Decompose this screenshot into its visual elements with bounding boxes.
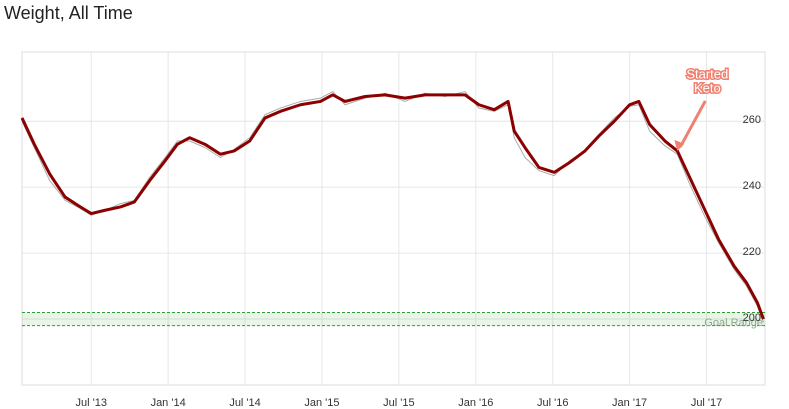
annotation-text: Started xyxy=(686,66,728,81)
chart-title: Weight, All Time xyxy=(4,3,133,23)
series-line xyxy=(20,93,765,320)
x-tick-label: Jul '15 xyxy=(383,397,414,409)
annotation-arrow xyxy=(678,100,707,148)
annotation-text: Keto xyxy=(694,80,721,95)
x-tick-label: Jul '16 xyxy=(537,397,568,409)
x-tick-label: Jul '13 xyxy=(75,397,106,409)
y-tick-label: 200 xyxy=(743,312,761,324)
y-tick-label: 240 xyxy=(743,180,761,192)
x-tick-label: Jul '14 xyxy=(229,397,260,409)
annotation-arrowhead xyxy=(674,139,685,151)
x-tick-label: Jan '16 xyxy=(458,397,493,409)
plot-frame xyxy=(21,51,766,386)
y-tick-label: 260 xyxy=(743,114,761,126)
goal-band xyxy=(22,312,765,326)
goal-label: Goal Range xyxy=(704,317,763,329)
x-tick-label: Jul '17 xyxy=(691,397,722,409)
x-tick-label: Jan '17 xyxy=(612,397,647,409)
x-tick-label: Jan '15 xyxy=(304,397,339,409)
y-tick-label: 220 xyxy=(743,246,761,258)
x-tick-label: Jan '14 xyxy=(151,397,186,409)
